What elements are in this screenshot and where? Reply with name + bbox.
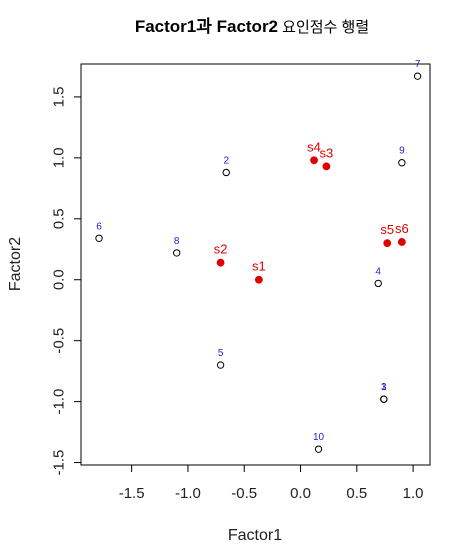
- variable-point: [310, 156, 318, 165]
- x-tick-label: 0.5: [346, 485, 367, 502]
- x-tick-label: 0.0: [290, 485, 311, 502]
- y-tick-label: -1.5: [51, 450, 68, 476]
- observation-point: [398, 159, 406, 167]
- observation-point: [374, 279, 382, 288]
- y-axis-label: Factor2: [7, 237, 24, 291]
- observation-point: [413, 72, 422, 80]
- x-tick-label: 1.0: [403, 485, 424, 502]
- x-tick-label: -0.5: [231, 485, 257, 502]
- observation-label: 7: [415, 59, 421, 70]
- observation-label: 1: [381, 382, 387, 393]
- observation-label: 5: [218, 348, 224, 359]
- variable-point: [383, 239, 392, 248]
- variable-label: s5: [380, 222, 394, 237]
- variable-label: s6: [395, 221, 409, 236]
- observation-label: 4: [375, 266, 381, 277]
- variable-label: s3: [320, 145, 334, 160]
- y-tick-label: -1.0: [51, 389, 68, 415]
- x-axis: -1.5 -1.0 -0.5 0.0 0.5 1.0: [119, 464, 424, 502]
- variable-label: s4: [307, 139, 321, 154]
- y-tick-label: -0.5: [51, 328, 68, 354]
- observation-point: [380, 395, 388, 403]
- chart-title-main: Factor1과 Factor2: [135, 17, 278, 36]
- y-tick-label: 1.5: [51, 86, 68, 107]
- y-tick-label: 0.0: [51, 269, 68, 290]
- variable-label: s1: [252, 259, 266, 274]
- observation-point: [95, 234, 103, 242]
- chart-title: Factor1과 Factor2 요인점수 행렬: [135, 17, 369, 36]
- variable-point: [322, 162, 331, 171]
- observation-label: 2: [223, 155, 229, 166]
- y-tick-label: 0.5: [51, 208, 68, 229]
- variable-point: [397, 238, 406, 246]
- variable-point: [216, 258, 225, 267]
- x-axis-label: Factor1: [228, 527, 282, 544]
- observation-point: [314, 445, 323, 453]
- observation-point: [216, 361, 225, 369]
- y-axis: -1.5 -1.0 -0.5 0.0 0.5 1.0 1.5: [51, 86, 82, 475]
- observation-point: [172, 249, 181, 257]
- observation-label: 8: [174, 236, 180, 247]
- observation-label: 9: [399, 146, 405, 157]
- variable-label: s2: [214, 242, 228, 257]
- x-tick-label: -1.0: [175, 485, 201, 502]
- x-tick-label: -1.5: [119, 485, 145, 502]
- observation-label: 6: [96, 221, 102, 232]
- y-tick-label: 1.0: [51, 147, 68, 168]
- observation-label: 3: [381, 382, 387, 393]
- variable-point: [254, 275, 263, 284]
- observation-label: 10: [313, 432, 325, 443]
- chart-title-suffix: 요인점수 행렬: [278, 19, 369, 36]
- observation-point: [222, 168, 230, 177]
